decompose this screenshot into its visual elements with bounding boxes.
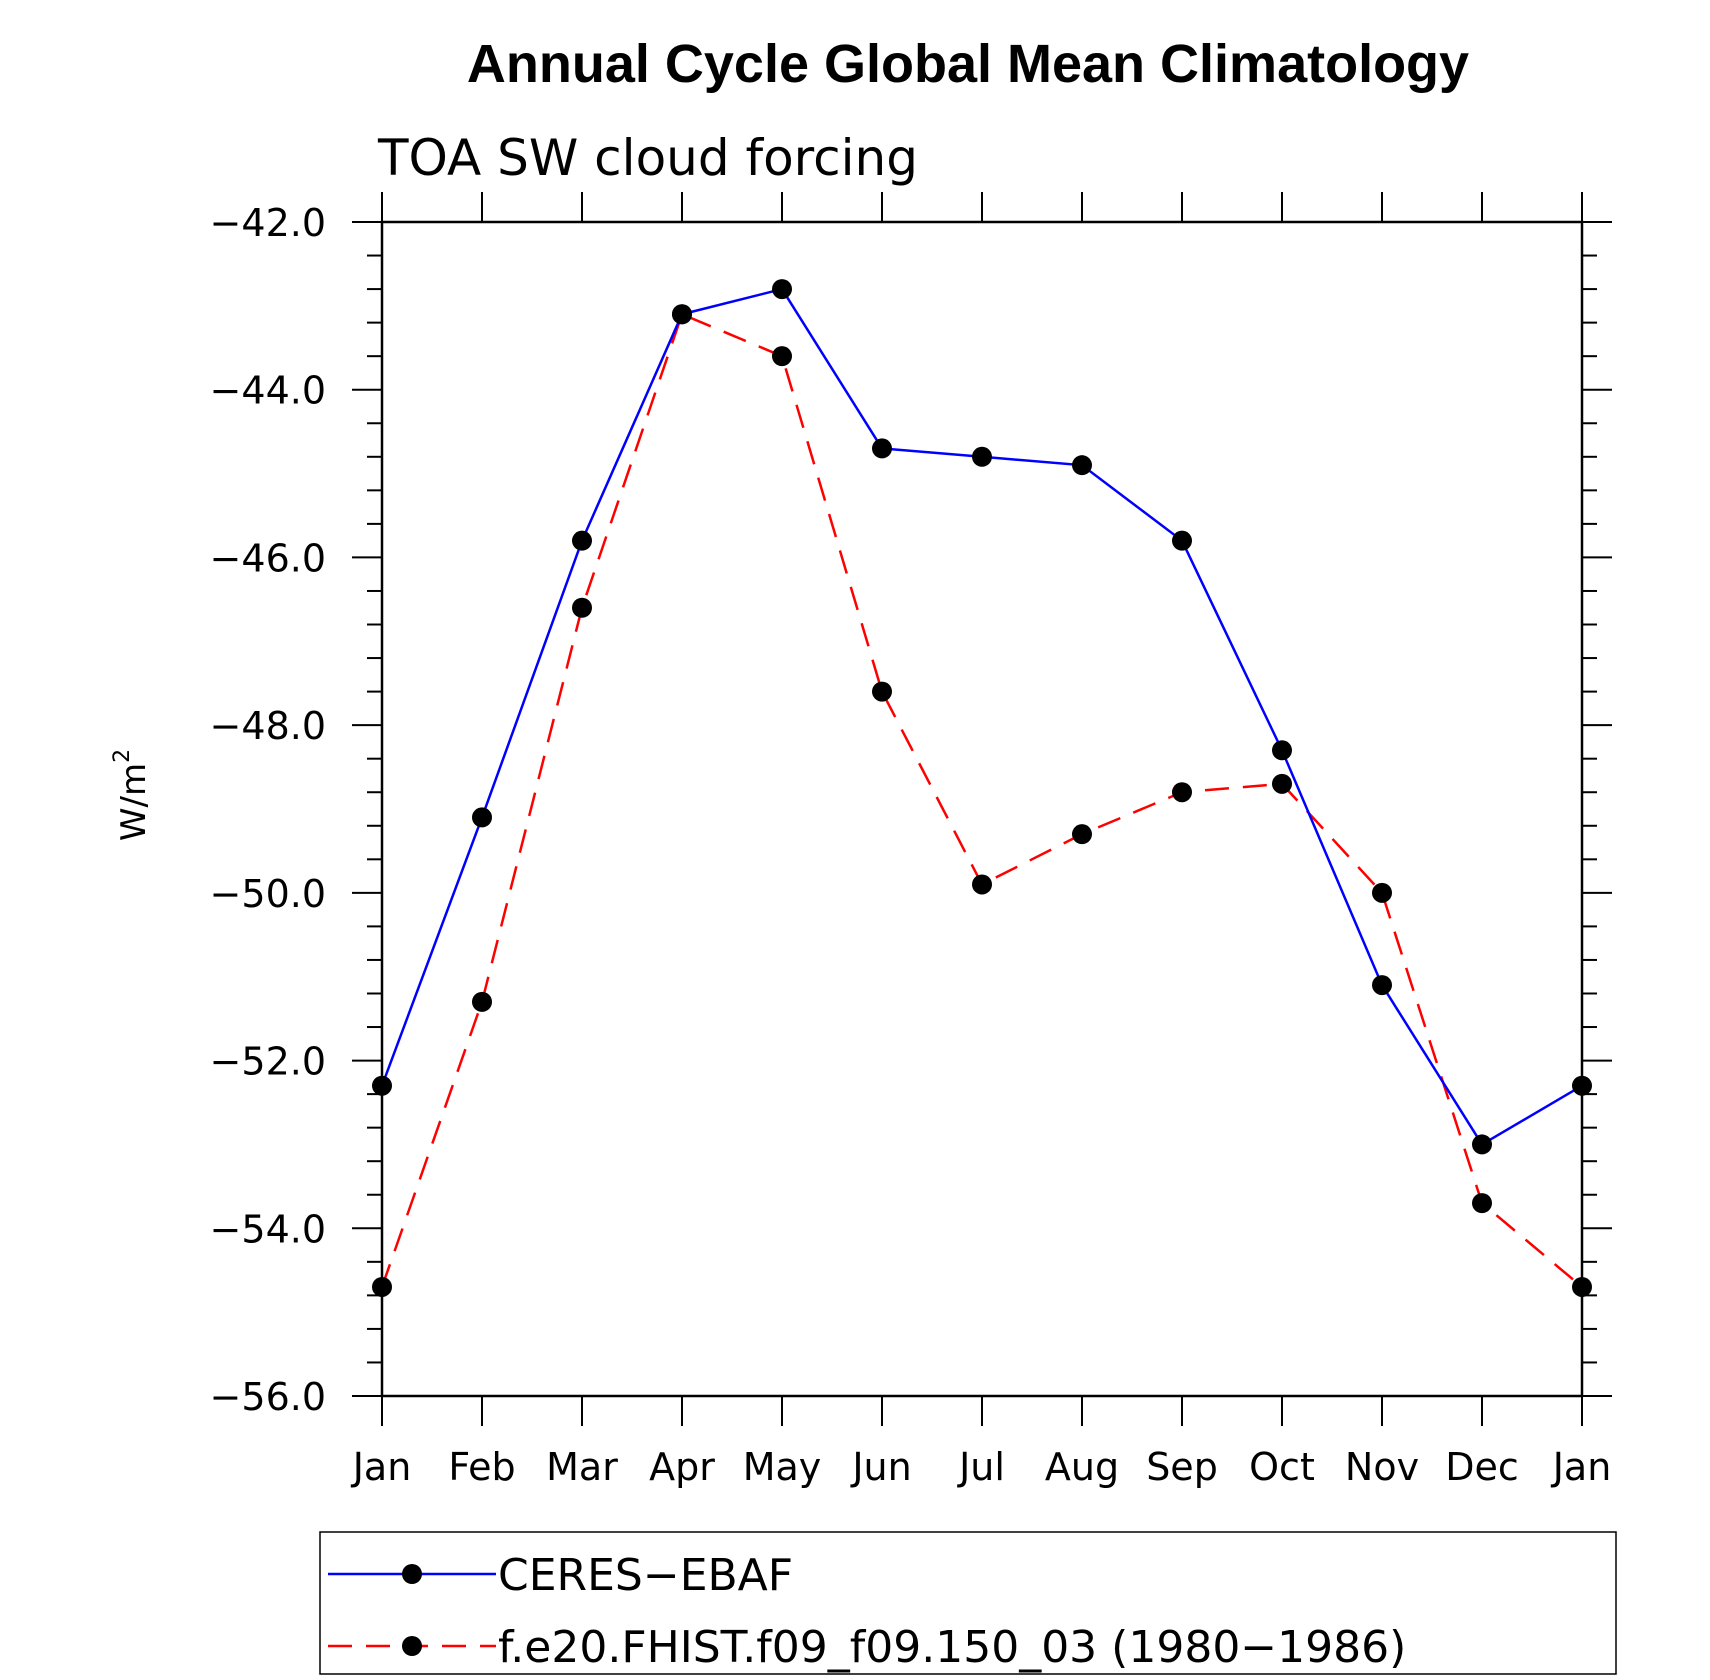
data-point-1-6 <box>972 874 992 895</box>
svg-text:W/m2: W/m2 <box>110 749 154 841</box>
y-axis-label: W/m2 <box>110 749 154 841</box>
data-point-0-7 <box>1072 455 1092 476</box>
x-tick-label: Mar <box>546 1445 618 1489</box>
legend-box <box>319 1531 1617 1675</box>
data-point-0-2 <box>572 530 592 551</box>
data-point-0-10 <box>1372 975 1392 996</box>
data-point-0-3 <box>672 304 692 325</box>
x-tick-label: Apr <box>649 1445 715 1489</box>
plot-frame <box>380 220 1584 1398</box>
legend-marker-0 <box>402 1564 422 1584</box>
data-point-1-10 <box>1372 882 1392 903</box>
x-tick-label: Sep <box>1146 1445 1218 1489</box>
data-point-1-2 <box>572 597 592 618</box>
legend: CERES−EBAF f.e20.FHIST.f09_f09.150_03 (19… <box>319 1531 1617 1675</box>
x-tick-label: Jun <box>850 1445 911 1489</box>
x-tick-label: Feb <box>448 1445 515 1489</box>
x-tick-label: Jan <box>1551 1445 1612 1489</box>
series-line-0 <box>380 287 1583 1147</box>
chart-title: Annual Cycle Global Mean Climatology <box>467 34 1469 94</box>
x-tick-label: Jul <box>957 1445 1005 1489</box>
data-point-1-8 <box>1172 782 1192 803</box>
data-point-1-12 <box>1572 1276 1592 1297</box>
series-layer <box>372 279 1592 1297</box>
data-point-0-9 <box>1272 740 1292 761</box>
x-tick-label: Aug <box>1045 1445 1119 1489</box>
y-tick-label: −46.0 <box>210 536 326 580</box>
data-point-1-0 <box>372 1276 392 1297</box>
x-tick-label: Dec <box>1445 1445 1519 1489</box>
data-point-0-11 <box>1472 1134 1492 1155</box>
y-tick-label: −50.0 <box>210 872 326 916</box>
y-tick-label: −52.0 <box>210 1040 326 1084</box>
x-tick-label: Oct <box>1249 1445 1315 1489</box>
data-point-0-0 <box>372 1075 392 1096</box>
data-point-0-8 <box>1172 530 1192 551</box>
data-point-0-6 <box>972 446 992 467</box>
legend-label-1: f.e20.FHIST.f09_f09.150_03 (1980−1986) <box>498 1622 1406 1673</box>
x-tick-label: Nov <box>1345 1445 1419 1489</box>
data-point-0-12 <box>1572 1075 1592 1096</box>
x-tick-label: Jan <box>351 1445 412 1489</box>
data-point-1-11 <box>1472 1193 1492 1214</box>
y-tick-label: −56.0 <box>210 1375 326 1419</box>
data-point-0-5 <box>872 438 892 459</box>
y-axis-label-text: W/m <box>114 763 154 841</box>
data-point-1-1 <box>472 991 492 1012</box>
data-point-1-4 <box>772 346 792 367</box>
data-point-0-1 <box>472 807 492 828</box>
data-point-0-4 <box>772 279 792 300</box>
data-point-1-9 <box>1272 773 1292 794</box>
data-point-1-5 <box>872 681 892 702</box>
y-tick-label: −42.0 <box>210 201 326 245</box>
legend-label-0: CERES−EBAF <box>498 1550 793 1601</box>
y-tick-label: −44.0 <box>210 369 326 413</box>
legend-marker-1 <box>402 1636 422 1656</box>
y-axis-label-superscript: 2 <box>110 749 135 763</box>
x-tick-label: May <box>743 1445 822 1489</box>
axes-layer: −42.0 −44.0 −46.0 −48.0 −50.0 −52.0 −54.0 −56.0… <box>210 192 1612 1489</box>
y-tick-label: −54.0 <box>210 1207 326 1251</box>
data-point-1-7 <box>1072 824 1092 845</box>
chart-subtitle: TOA SW cloud forcing <box>377 129 918 187</box>
y-tick-label: −48.0 <box>210 704 326 748</box>
